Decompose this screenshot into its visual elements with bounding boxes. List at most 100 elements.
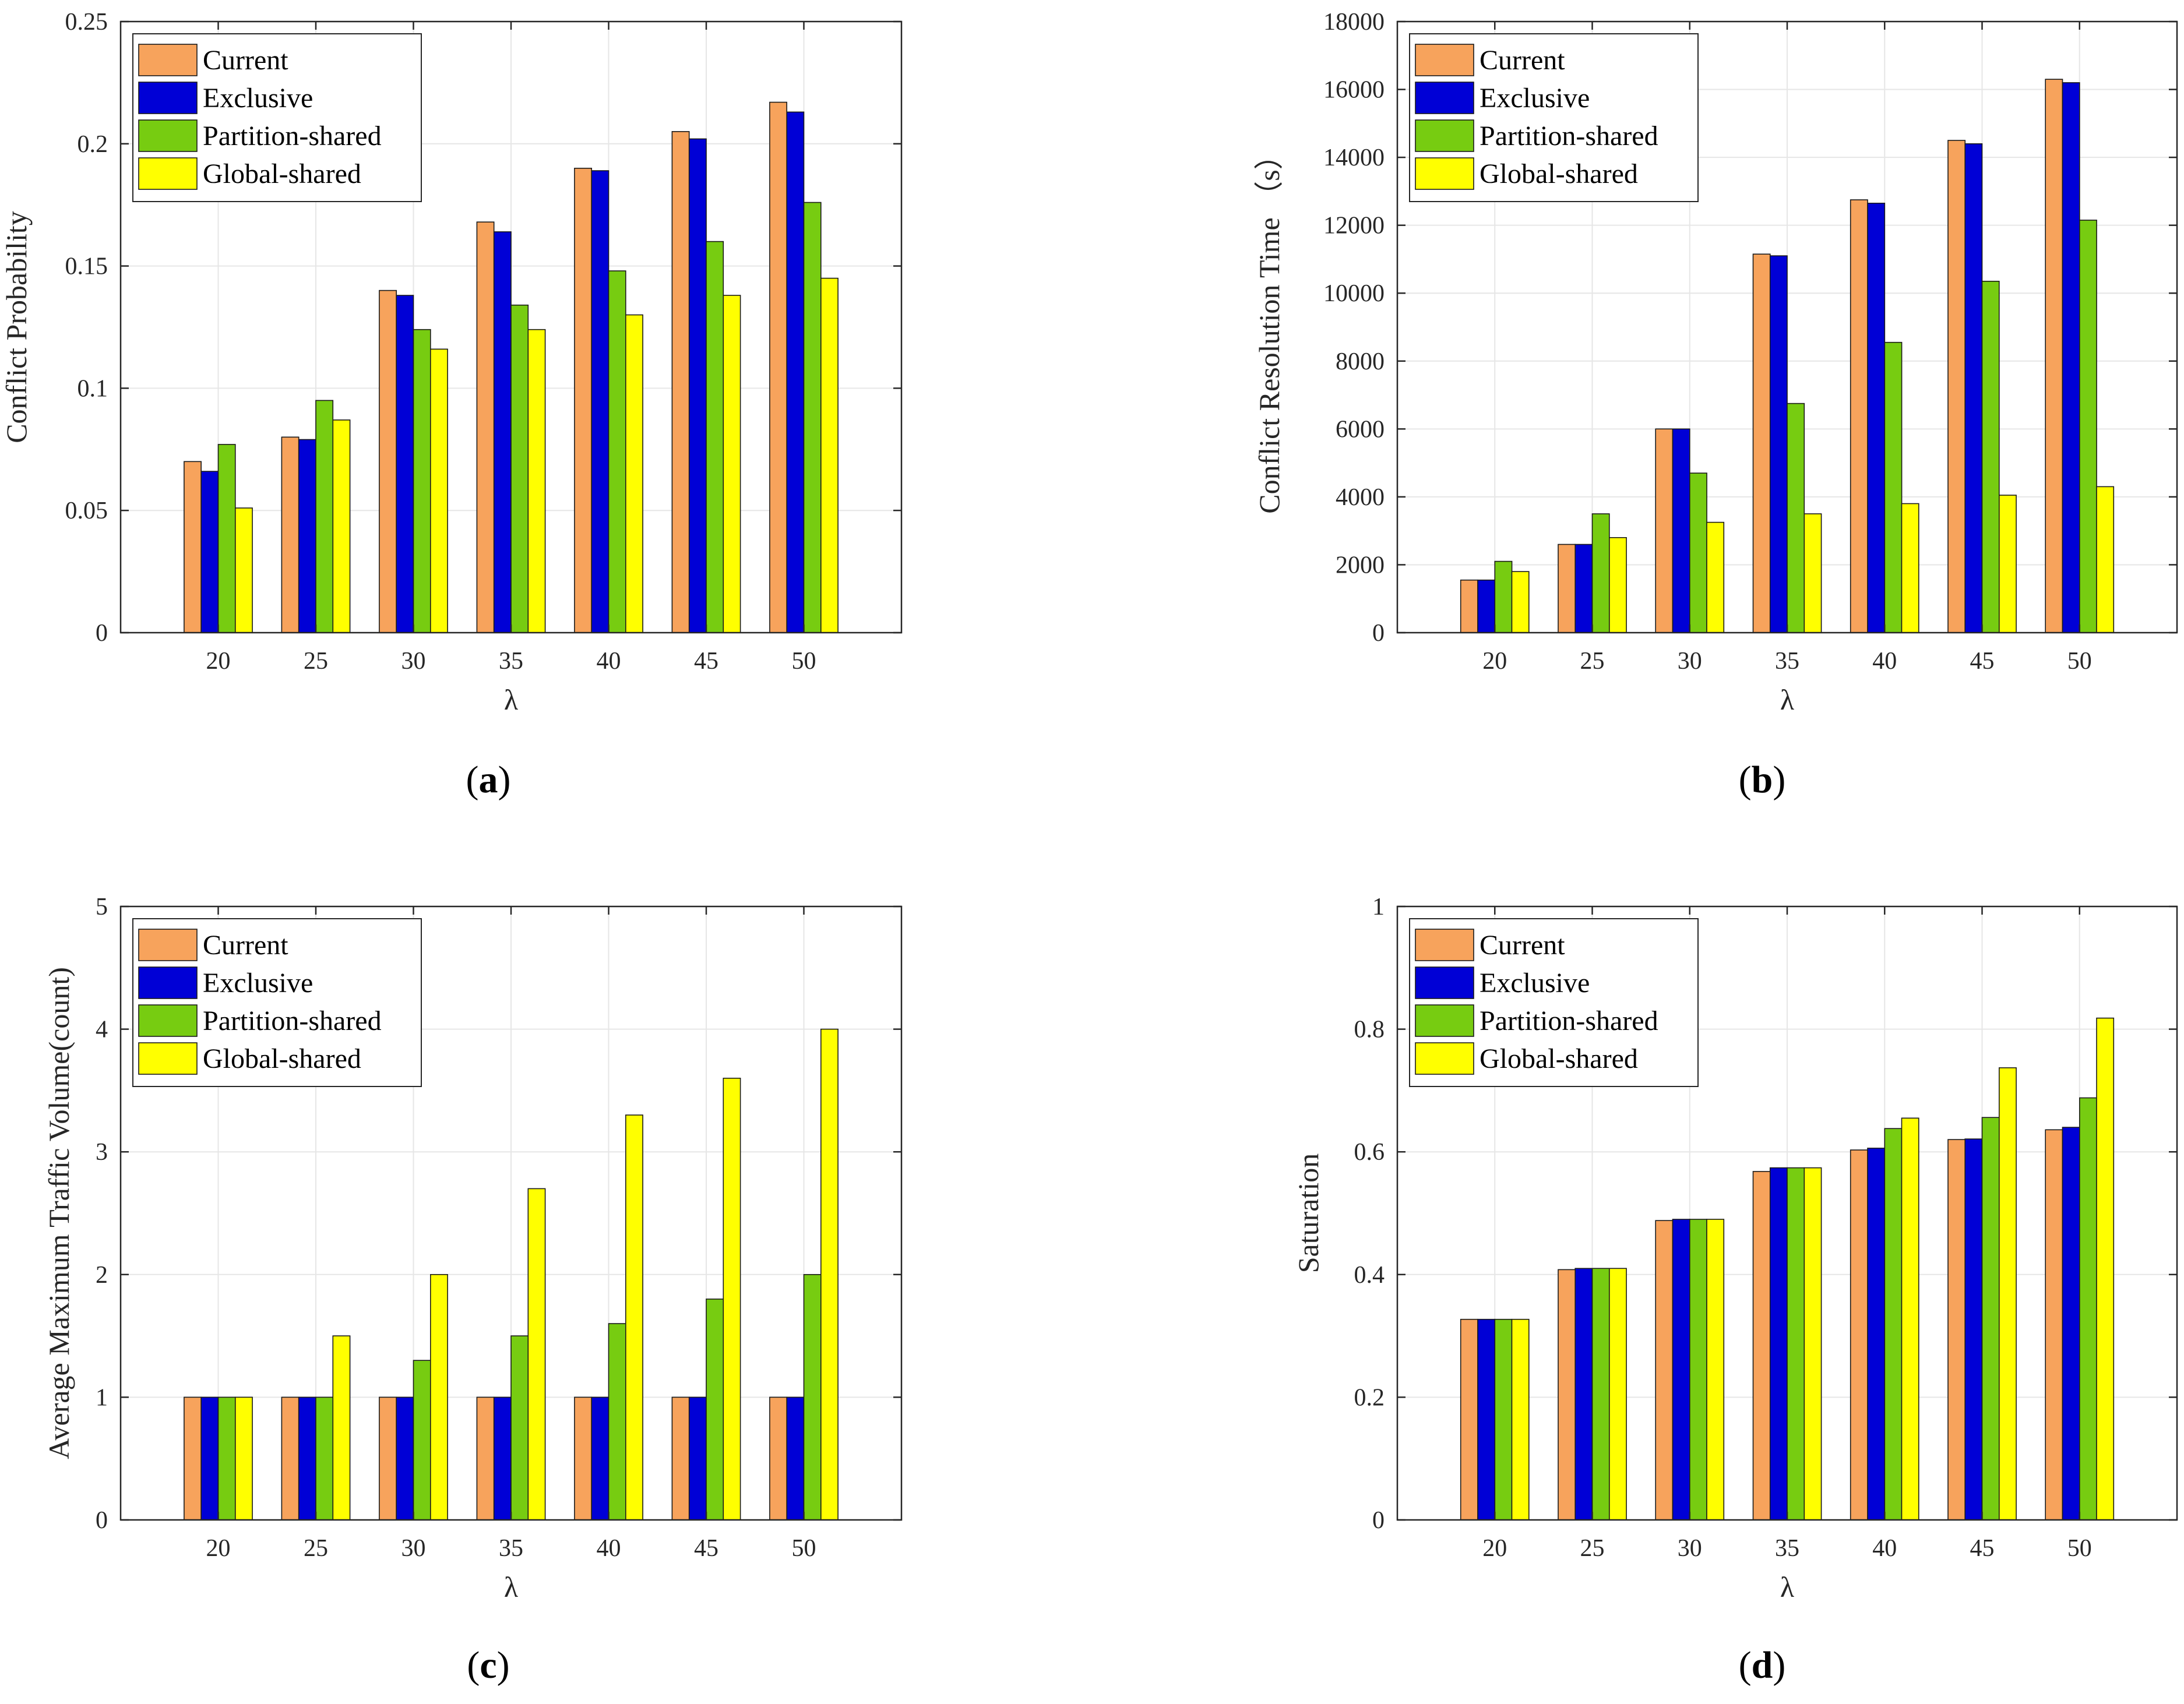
bar-partition-shared-50 bbox=[2079, 1097, 2097, 1520]
bar-partition-shared-45 bbox=[706, 1299, 724, 1520]
bar-exclusive-40 bbox=[1867, 202, 1886, 633]
x-tick-label: 40 bbox=[597, 648, 621, 675]
y-tick-label: 0.05 bbox=[65, 498, 108, 524]
bar-global-shared-25 bbox=[1609, 1268, 1627, 1520]
legend-label-global-shared: Global-shared bbox=[1480, 1043, 1638, 1074]
bar-global-shared-40 bbox=[1901, 503, 1919, 633]
legend-label-exclusive: Exclusive bbox=[203, 968, 313, 999]
bar-current-45 bbox=[671, 1396, 690, 1520]
bar-global-shared-20 bbox=[1511, 1318, 1530, 1520]
legend-label-current: Current bbox=[203, 45, 288, 76]
legend-label-current: Current bbox=[1480, 45, 1565, 76]
bar-global-shared-35 bbox=[527, 329, 546, 633]
legend-swatch-partition-shared bbox=[1415, 119, 1474, 152]
bar-partition-shared-35 bbox=[510, 1335, 529, 1520]
x-tick-label: 50 bbox=[2067, 648, 2092, 675]
x-tick-label: 45 bbox=[694, 648, 718, 675]
bar-current-20 bbox=[184, 461, 202, 633]
y-tick-label: 0.8 bbox=[1354, 1017, 1385, 1043]
x-tick-label: 30 bbox=[401, 1535, 426, 1562]
bar-exclusive-30 bbox=[396, 1396, 414, 1520]
bar-current-35 bbox=[476, 1396, 495, 1520]
bar-current-25 bbox=[1558, 1269, 1576, 1520]
y-tick-label: 0.2 bbox=[1354, 1384, 1385, 1411]
bar-exclusive-25 bbox=[298, 439, 316, 633]
bar-exclusive-50 bbox=[2062, 1127, 2080, 1520]
x-tick-label: 35 bbox=[499, 648, 523, 675]
x-axis-label: λ bbox=[504, 1571, 518, 1603]
y-axis-label: Conflict Resolution Time （s） bbox=[1253, 140, 1285, 513]
panel-caption: (a) bbox=[466, 758, 511, 801]
bar-current-40 bbox=[574, 1396, 593, 1520]
legend-label-exclusive: Exclusive bbox=[203, 83, 313, 114]
legend-swatch-exclusive bbox=[138, 966, 198, 999]
bar-exclusive-35 bbox=[1769, 1167, 1788, 1520]
bar-partition-shared-50 bbox=[803, 202, 822, 633]
bar-current-30 bbox=[379, 290, 397, 633]
bar-exclusive-35 bbox=[493, 231, 512, 633]
y-tick-label: 0 bbox=[1372, 1507, 1385, 1534]
bar-partition-shared-40 bbox=[608, 270, 626, 633]
x-tick-label: 40 bbox=[1872, 1535, 1897, 1562]
bar-exclusive-50 bbox=[786, 1396, 805, 1520]
panel-caption: (b) bbox=[1739, 758, 1786, 801]
legend-swatch-partition-shared bbox=[1415, 1004, 1474, 1037]
bar-exclusive-45 bbox=[1964, 1138, 1983, 1520]
bar-current-45 bbox=[1947, 140, 1966, 633]
legend-swatch-current bbox=[1415, 929, 1474, 961]
x-tick-label: 50 bbox=[792, 648, 816, 675]
bar-global-shared-30 bbox=[429, 348, 448, 633]
bar-current-40 bbox=[574, 167, 593, 633]
bar-partition-shared-20 bbox=[1494, 560, 1513, 633]
legend-label-exclusive: Exclusive bbox=[1480, 83, 1590, 114]
y-tick-label: 12000 bbox=[1323, 213, 1385, 239]
x-tick-label: 45 bbox=[1970, 1535, 1995, 1562]
legend-swatch-exclusive bbox=[138, 82, 198, 114]
legend-label-current: Current bbox=[1480, 930, 1565, 961]
bar-partition-shared-35 bbox=[1787, 1167, 1805, 1520]
bar-global-shared-45 bbox=[723, 1078, 741, 1520]
bar-partition-shared-25 bbox=[315, 1396, 334, 1520]
bar-global-shared-35 bbox=[527, 1188, 546, 1520]
bar-exclusive-45 bbox=[688, 138, 707, 633]
y-tick-label: 16000 bbox=[1323, 77, 1385, 104]
x-tick-label: 30 bbox=[1678, 648, 1702, 675]
y-tick-label: 8000 bbox=[1336, 348, 1385, 375]
bar-global-shared-50 bbox=[820, 1028, 839, 1520]
bar-exclusive-35 bbox=[493, 1396, 512, 1520]
legend-label-current: Current bbox=[203, 930, 288, 961]
x-axis-label: λ bbox=[1780, 683, 1794, 716]
bar-current-45 bbox=[671, 131, 690, 633]
bar-current-50 bbox=[769, 1396, 788, 1520]
bar-partition-shared-25 bbox=[1591, 1268, 1610, 1520]
y-tick-label: 3 bbox=[96, 1139, 108, 1166]
bar-current-50 bbox=[2045, 79, 2063, 633]
y-tick-label: 0.1 bbox=[78, 375, 108, 402]
bar-global-shared-30 bbox=[1706, 521, 1725, 633]
bar-exclusive-30 bbox=[396, 295, 414, 633]
y-tick-label: 2000 bbox=[1336, 552, 1385, 578]
x-axis-label: λ bbox=[1780, 1571, 1794, 1603]
y-tick-label: 0.15 bbox=[65, 253, 108, 280]
bar-partition-shared-30 bbox=[1689, 472, 1707, 633]
legend-label-global-shared: Global-shared bbox=[1480, 158, 1638, 189]
bar-current-30 bbox=[1655, 1220, 1674, 1520]
legend-label-exclusive: Exclusive bbox=[1480, 968, 1590, 999]
x-tick-label: 25 bbox=[304, 648, 328, 675]
y-tick-label: 4 bbox=[96, 1017, 108, 1043]
bar-current-25 bbox=[281, 436, 300, 633]
x-tick-label: 40 bbox=[1872, 648, 1897, 675]
legend-swatch-exclusive bbox=[1415, 82, 1474, 114]
bar-exclusive-20 bbox=[1477, 1318, 1496, 1520]
bar-current-50 bbox=[2045, 1129, 2063, 1520]
bar-global-shared-40 bbox=[625, 314, 643, 633]
bar-current-40 bbox=[1850, 1149, 1868, 1520]
y-tick-label: 2 bbox=[96, 1262, 108, 1289]
bar-partition-shared-25 bbox=[1591, 513, 1610, 633]
panel-caption: (c) bbox=[467, 1644, 509, 1687]
y-tick-label: 6000 bbox=[1336, 416, 1385, 443]
x-axis-label: λ bbox=[504, 683, 518, 716]
bar-partition-shared-20 bbox=[217, 444, 236, 633]
legend-swatch-current bbox=[1415, 44, 1474, 76]
